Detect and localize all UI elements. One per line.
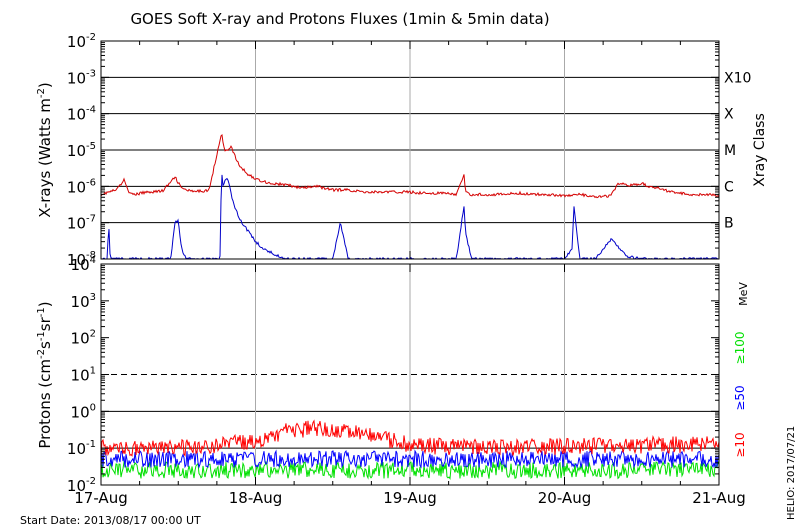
proton-unit-label: MeV [737,282,750,306]
y-tick-label: 10-6 [67,177,96,196]
proton-panel: 104 103 102 101 100 10-1 10-2 17-Aug 18-Aug 19-A… [36,41,750,507]
y-tick-label: 103 [71,292,96,311]
xray-panel: 10-2 10-3 10-4 10-5 10-6 10-7 10-8 X10 X M C B Xra… [36,32,768,269]
y-tick-label: 10-8 [67,250,96,269]
xray-class-label: B [724,216,734,232]
x-tick-label: 19-Aug [383,489,436,507]
proton-energy-legend: ≥10 ≥50 ≥100 [733,332,747,458]
xray-class-label: C [724,179,734,195]
legend-label: ≥50 [733,385,747,410]
xray-class-label: M [724,143,736,159]
y-tick-label: 104 [71,255,96,274]
xray-class-axis-title: Xray Class [752,113,768,187]
y-tick-label: 10-2 [67,32,96,51]
xray-class-label: X [724,107,734,123]
y-tick-label: 10-3 [67,68,96,87]
y-tick-label: 102 [71,329,96,348]
xray-class-labels: X10 X M C B [724,70,751,231]
proton-y-axis-label: Protons (cm-2s-1sr-1) [36,301,54,448]
legend-label: ≥10 [733,432,747,457]
helio-stamp: HELIO: 2017/07/21 [786,426,797,520]
xray-class-label: X10 [724,70,751,86]
legend-label: ≥100 [733,332,747,365]
xray-series-line-0 [100,133,720,199]
proton-x-tick-labels: 17-Aug 18-Aug 19-Aug 20-Aug 21-Aug [74,41,746,507]
proton-y-tick-labels: 104 103 102 101 100 10-1 10-2 [67,255,719,495]
x-tick-label: 17-Aug [74,489,127,507]
xray-day-lines [255,41,565,259]
y-tick-label: 10-2 [67,476,96,495]
xray-y-axis-label: X-rays (Watts m-2) [36,82,54,217]
y-tick-label: 10-4 [67,105,96,124]
proton-series-line-1 [100,449,720,469]
xray-y-tick-labels: 10-2 10-3 10-4 10-5 10-6 10-7 10-8 [67,32,719,269]
start-date-label: Start Date: 2013/08/17 00:00 UT [20,514,201,527]
y-tick-label: 10-5 [67,141,96,160]
chart-title: GOES Soft X-ray and Protons Fluxes (1min… [130,10,549,28]
x-tick-label: 21-Aug [692,489,745,507]
proton-series-line-0 [100,419,720,457]
x-tick-label: 20-Aug [538,489,591,507]
proton-series-group [100,419,720,481]
proton-series-line-2 [100,460,720,481]
y-tick-label: 101 [71,366,96,385]
y-tick-label: 100 [71,402,96,421]
x-tick-label: 18-Aug [229,489,282,507]
y-tick-label: 10-1 [67,439,96,458]
y-tick-label: 10-7 [67,214,96,233]
